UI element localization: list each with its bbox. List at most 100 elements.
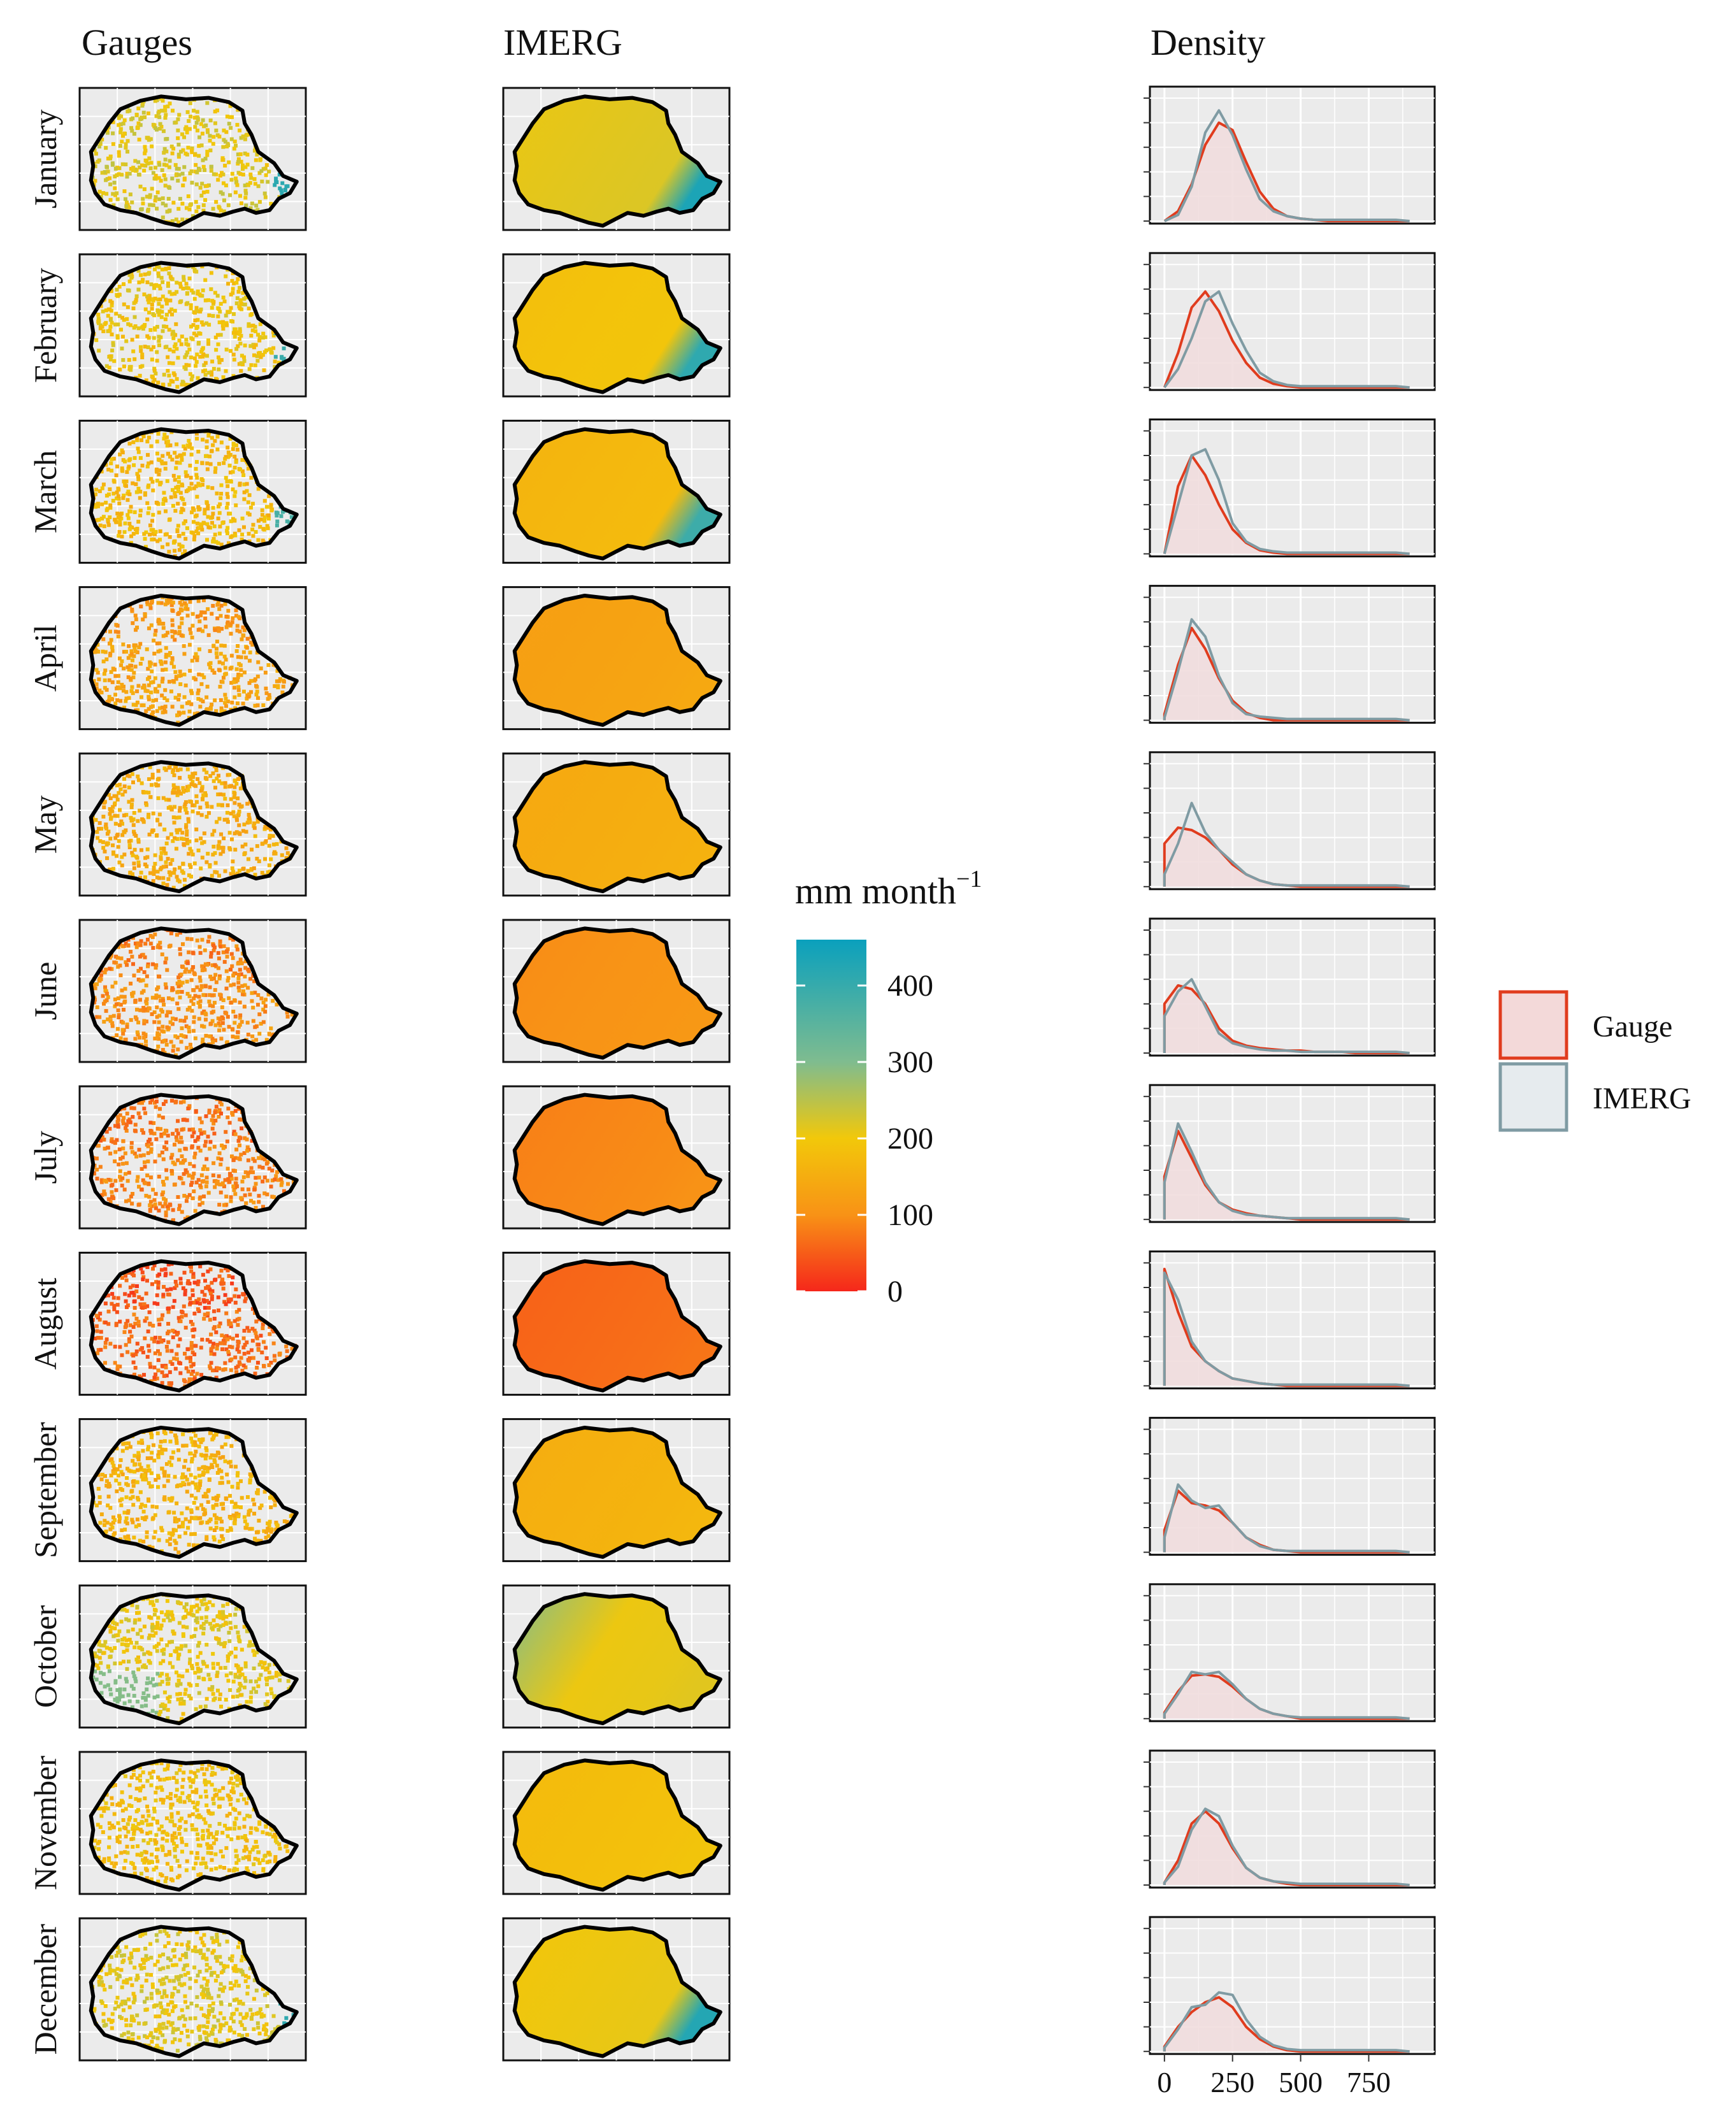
gauges-map-june-gauge-point xyxy=(233,1021,237,1025)
gauges-map-april-gauge-point xyxy=(222,709,227,713)
gauges-map-february-gauge-point xyxy=(216,306,220,310)
gauges-map-march-gauge-point xyxy=(120,469,125,473)
gauges-map-march-gauge-point xyxy=(163,533,168,537)
gauges-map-august-gauge-point xyxy=(160,1370,164,1375)
gauges-map-april-gauge-point xyxy=(210,702,214,706)
gauges-map-march-gauge-point xyxy=(138,513,143,518)
gauges-map-august-gauge-point xyxy=(210,1289,215,1293)
gauges-map-september-gauge-point xyxy=(282,1519,287,1524)
gauges-map-august-gauge-point xyxy=(132,1312,136,1317)
gauges-map-may-gauge-point xyxy=(144,803,148,807)
gauges-map-march-gauge-point xyxy=(148,533,152,537)
gauges-map-august-gauge-point xyxy=(268,1332,272,1337)
gauges-map-september-gauge-point xyxy=(136,1454,141,1458)
gauges-map-february-gauge-point xyxy=(224,321,229,326)
gauges-map-september-gauge-point xyxy=(175,1441,179,1445)
gauges-map-may-gauge-point xyxy=(136,838,141,842)
gauges-map-june-gauge-point xyxy=(198,999,203,1003)
gauges-map-may-gauge-point xyxy=(182,789,186,794)
gauges-map-june-gauge-point xyxy=(199,984,204,988)
gauges-map-february-gauge-point xyxy=(115,293,119,298)
gauges-map-march-outline xyxy=(89,427,299,561)
gauges-map-june-gauge-point xyxy=(202,1024,206,1029)
gauges-map-march-gauge-point xyxy=(217,531,222,536)
gauges-map-april-gauge-point xyxy=(208,706,213,711)
gauges-map-february-gauge-point xyxy=(97,319,101,323)
gauges-map-may-gauge-point xyxy=(151,878,155,883)
gauges-map-march-gauge-point xyxy=(206,485,210,489)
gauges-map-february-gauge-point xyxy=(239,369,243,373)
gauges-map-january-gauge-point xyxy=(113,166,118,171)
gauges-map-september-gauge-point xyxy=(229,1444,234,1448)
gauges-map-april-gauge-point xyxy=(180,608,184,613)
gauges-map-february-gauge-point xyxy=(101,329,106,334)
gauges-map-february-gauge-point xyxy=(224,313,228,318)
gauges-map-september-gauge-point xyxy=(96,1473,101,1477)
gauges-map-january-gauge-point xyxy=(236,152,240,157)
gauges-map-june-gauge-point xyxy=(131,962,135,966)
gauges-map-january-gauge-point xyxy=(205,153,210,157)
gauges-map-july-gauge-point xyxy=(203,1144,207,1148)
gauges-map-june-gauge-point xyxy=(129,981,133,986)
gauges-map-march-gauge-point xyxy=(224,455,228,459)
gauges-map-june-gauge-point xyxy=(138,998,142,1002)
gauges-map-august-gauge-point xyxy=(205,1338,210,1342)
gauges-map-april-gauge-point xyxy=(190,612,195,616)
gauges-map-february-gauge-point xyxy=(108,299,113,303)
gauges-map-april-gauge-point xyxy=(242,628,247,633)
gauges-map-may-gauge-point xyxy=(120,833,125,837)
gauges-map-april-gauge-point xyxy=(220,661,225,666)
gauges-map-march-gauge-point xyxy=(213,470,217,474)
gauges-map-april-gauge-point xyxy=(116,674,120,678)
gauges-map-august-gauge-point xyxy=(260,1351,264,1355)
gauges-map-april-gauge-point xyxy=(140,657,145,661)
gauges-map-may-gauge-point xyxy=(206,852,210,856)
gauges-map-june-gauge-point xyxy=(238,1013,243,1017)
gauges-map-january-gauge-point xyxy=(160,168,164,173)
gauges-map-april-gauge-point xyxy=(105,699,110,704)
gauges-map-april-gauge-point xyxy=(116,635,120,639)
gauges-map-may-gauge-point xyxy=(144,790,148,794)
gauges-map-july-gauge-point xyxy=(257,1156,261,1160)
gauges-map-may-gauge-point xyxy=(250,847,254,852)
gauges-map-july-gauge-point xyxy=(178,1100,183,1105)
gauges-map-may-gauge-point xyxy=(171,783,176,787)
gauges-map-march-gauge-point xyxy=(219,483,224,487)
gauges-map-april-gauge-point xyxy=(178,673,183,678)
gauges-map-june-gauge-point xyxy=(221,950,226,954)
gauges-map-august-gauge-point xyxy=(148,1361,152,1366)
gauges-map-february-gauge-point xyxy=(194,364,198,368)
gauges-map-june-gauge-point xyxy=(209,1021,213,1026)
gauges-map-august-gauge-point xyxy=(173,1366,178,1371)
gauges-map-may-gauge-point xyxy=(215,820,219,824)
gauges-map-june-gauge-point xyxy=(118,973,123,977)
gauges-map-january-gauge-point xyxy=(166,197,171,201)
gauges-map-february-gauge-point xyxy=(201,288,205,292)
gauges-map-july-gauge-point xyxy=(131,1191,135,1196)
gauges-map-february-gauge-point xyxy=(182,278,186,282)
gauges-map-august-gauge-point xyxy=(227,1352,231,1356)
gauges-map-september-gauge-point xyxy=(204,1448,209,1452)
gauges-map-january-gauge-point xyxy=(221,172,226,176)
gauges-map-august-gauge-point xyxy=(199,1345,203,1350)
gauges-map-april-gauge-point xyxy=(234,649,239,654)
gauges-map-august-gauge-point xyxy=(189,1269,194,1273)
gauges-map-march-gauge-point xyxy=(213,533,217,537)
gauges-map-june-gauge-point xyxy=(239,972,243,977)
gauges-map-may-gauge-point xyxy=(184,788,189,792)
gauges-map-september-gauge-point xyxy=(110,1460,115,1465)
gauges-map-august-gauge-point xyxy=(157,1335,162,1340)
imerg-map-august-field xyxy=(514,1261,721,1391)
gauges-map-may-gauge-point xyxy=(204,815,209,819)
imerg-map-january xyxy=(502,87,731,231)
gauges-map-february-gauge-point xyxy=(145,294,150,299)
gauges-map-february-gauge-point xyxy=(150,306,154,311)
gauges-map-april-gauge-point xyxy=(135,700,140,705)
gauges-map-may-gauge-point xyxy=(196,811,200,815)
gauges-map-august-gauge-point xyxy=(233,1319,237,1323)
gauges-map-june-gauge-point xyxy=(222,1028,226,1032)
gauges-map-july-gauge-point xyxy=(118,1169,122,1173)
gauges-map-august-gauge-point xyxy=(200,1289,204,1294)
gauges-map-august-gauge-point xyxy=(221,1286,226,1291)
gauges-map-may-gauge-point xyxy=(130,872,134,877)
